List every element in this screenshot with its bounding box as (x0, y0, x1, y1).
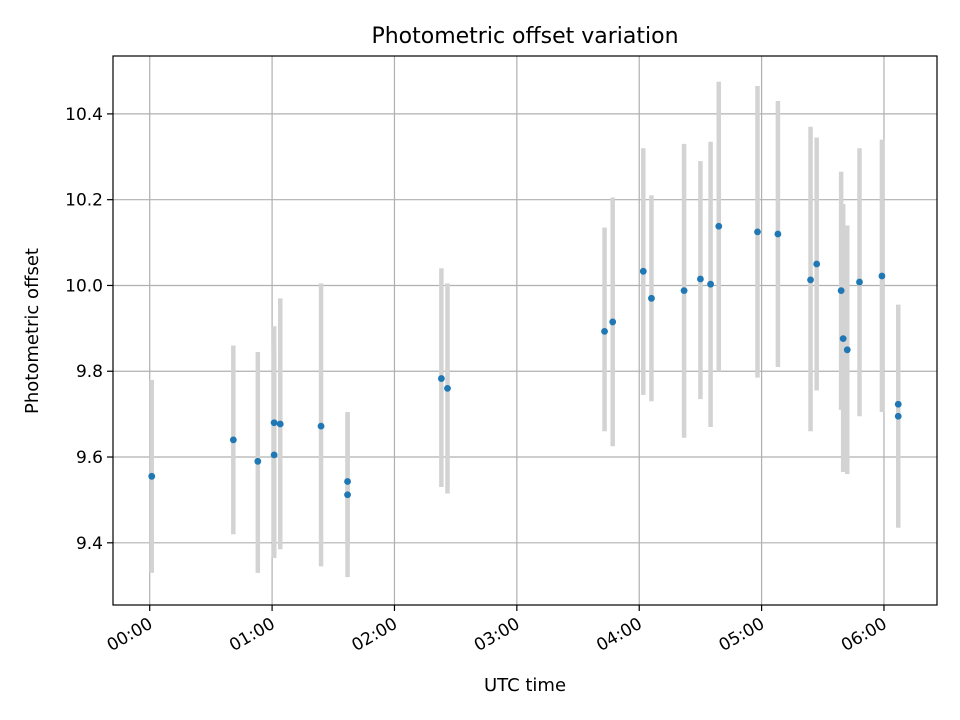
data-point (839, 335, 847, 343)
data-point (344, 491, 351, 499)
data-point (774, 230, 782, 238)
data-point (878, 272, 886, 280)
data-point (270, 419, 278, 427)
data-point (270, 451, 278, 459)
data-point (229, 436, 237, 444)
y-tick-label: 10.4 (65, 105, 103, 125)
data-point (813, 260, 821, 268)
plot-frame (112, 55, 938, 606)
data-point (609, 318, 617, 326)
x-axis-label: UTC time (484, 675, 566, 696)
data-point (639, 267, 647, 275)
data-point (680, 287, 688, 295)
chart-title: Photometric offset variation (371, 24, 678, 49)
data-point (437, 375, 445, 382)
data-point (276, 420, 284, 428)
y-tick-label: 9.6 (76, 448, 103, 468)
data-point (148, 472, 156, 480)
data-point (807, 276, 814, 284)
data-point (707, 280, 715, 288)
data-point (894, 400, 902, 408)
point-layer (148, 222, 902, 499)
data-point (317, 422, 325, 430)
y-tick-label: 10.2 (65, 191, 103, 211)
data-point (344, 478, 351, 485)
data-point (843, 346, 851, 354)
data-point (444, 385, 451, 392)
y-tick-label: 9.8 (76, 362, 103, 382)
data-point (837, 287, 845, 295)
y-axis-label: Photometric offset (22, 248, 43, 414)
data-point (254, 457, 262, 465)
data-point (856, 278, 863, 286)
data-point (715, 222, 723, 230)
data-point (697, 275, 704, 283)
data-point (601, 327, 608, 335)
y-axis-ticks: 9.4 9.6 9.8 10.0 10.2 10.4 (65, 105, 113, 554)
data-point (648, 294, 655, 302)
data-point (754, 228, 761, 236)
y-tick-label: 9.4 (76, 534, 103, 554)
data-point (894, 412, 902, 420)
y-tick-label: 10.0 (65, 276, 103, 296)
